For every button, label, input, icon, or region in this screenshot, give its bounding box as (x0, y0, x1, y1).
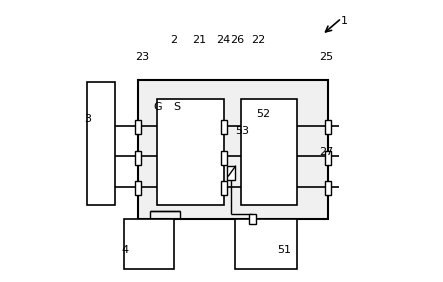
FancyBboxPatch shape (325, 182, 330, 195)
Text: 1: 1 (341, 16, 348, 26)
FancyBboxPatch shape (325, 151, 330, 165)
FancyBboxPatch shape (135, 120, 141, 134)
FancyBboxPatch shape (157, 99, 224, 205)
FancyBboxPatch shape (241, 99, 297, 205)
FancyBboxPatch shape (135, 151, 141, 165)
Text: 53: 53 (235, 126, 249, 136)
FancyBboxPatch shape (221, 120, 227, 134)
Text: 21: 21 (192, 36, 206, 45)
FancyBboxPatch shape (325, 120, 330, 134)
FancyBboxPatch shape (138, 80, 328, 219)
Text: 25: 25 (319, 52, 333, 62)
FancyBboxPatch shape (221, 182, 227, 195)
Text: 51: 51 (277, 245, 291, 255)
FancyBboxPatch shape (236, 219, 297, 269)
Text: S: S (173, 102, 180, 113)
Text: 24: 24 (216, 36, 230, 45)
FancyBboxPatch shape (87, 82, 115, 205)
Text: 26: 26 (230, 36, 244, 45)
FancyBboxPatch shape (249, 214, 256, 224)
FancyBboxPatch shape (124, 219, 174, 269)
Text: 3: 3 (84, 114, 91, 124)
Text: 4: 4 (122, 245, 129, 255)
Text: G: G (153, 102, 162, 113)
FancyBboxPatch shape (135, 182, 141, 195)
Text: 52: 52 (256, 109, 270, 120)
Text: 23: 23 (135, 52, 149, 62)
Text: 27: 27 (319, 147, 333, 157)
Text: 2: 2 (171, 36, 178, 45)
Text: 22: 22 (251, 36, 265, 45)
FancyBboxPatch shape (227, 166, 236, 180)
FancyBboxPatch shape (221, 151, 227, 165)
